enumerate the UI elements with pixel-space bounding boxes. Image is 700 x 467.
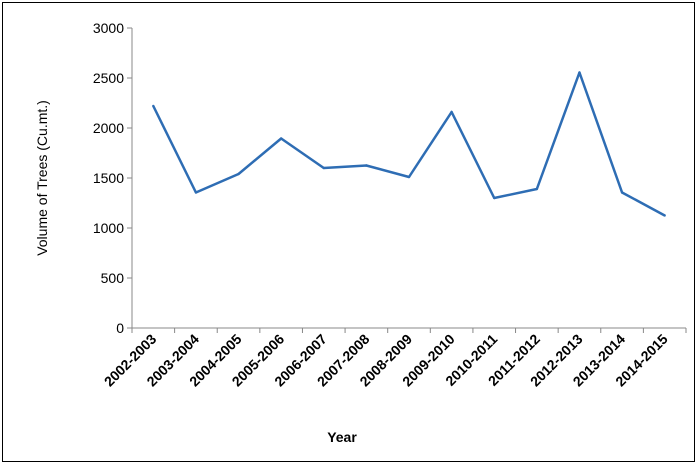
data-point <box>578 71 581 74</box>
data-point <box>663 214 666 217</box>
data-point <box>620 191 624 194</box>
data-point <box>237 172 240 176</box>
series-layer <box>152 71 666 217</box>
data-point <box>365 164 368 167</box>
data-point <box>450 110 453 114</box>
data-point <box>322 166 325 170</box>
data-point <box>194 191 198 194</box>
data-point <box>152 104 155 108</box>
data-point <box>279 137 283 140</box>
y-axis-ticks: 0 500 1000 1500 2000 2500 3000 <box>93 20 132 336</box>
y-axis-title: Volume of Trees (Cu.mt.) <box>34 100 50 256</box>
x-axis-title: Year <box>327 429 357 445</box>
x-axis-ticks: 2002-20032003-20042004-20052005-20062006… <box>101 328 687 389</box>
y-tick-label: 3000 <box>93 20 124 36</box>
data-point <box>407 175 411 179</box>
y-tick-label: 2000 <box>93 120 124 136</box>
y-tick-label: 2500 <box>93 70 124 86</box>
data-point <box>535 187 539 191</box>
y-tick-label: 0 <box>116 320 124 336</box>
y-tick-label: 500 <box>101 270 125 286</box>
y-tick-label: 1500 <box>93 170 124 186</box>
chart-frame <box>2 2 695 462</box>
data-point <box>493 196 496 200</box>
y-tick-label: 1000 <box>93 220 124 236</box>
series-line <box>152 71 666 217</box>
